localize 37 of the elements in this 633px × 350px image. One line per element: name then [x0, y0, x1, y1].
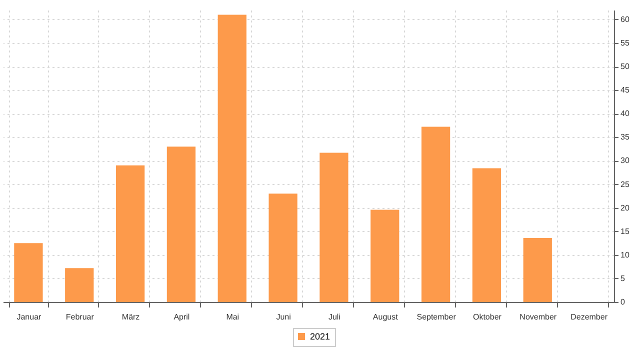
y-tick-label: 45	[620, 86, 630, 95]
bar	[320, 152, 348, 302]
bar	[116, 165, 145, 302]
bar	[421, 126, 450, 302]
y-tick-label: 20	[620, 203, 630, 212]
x-tick-label: Juni	[276, 312, 292, 322]
x-tick-label: Dezember	[570, 312, 608, 322]
x-tick-label: Februar	[66, 312, 94, 322]
legend-label: 2021	[310, 332, 330, 342]
x-tick-label: Januar	[16, 312, 42, 322]
y-tick-label: 50	[620, 62, 630, 72]
y-tick-label: 35	[620, 132, 630, 142]
bar	[218, 14, 246, 302]
y-tick-label: 40	[620, 109, 630, 118]
x-tick-label: Juli	[328, 312, 341, 322]
y-tick-label: 25	[620, 180, 630, 189]
x-tick-label: September	[416, 312, 456, 322]
x-tick-label: August	[372, 312, 399, 322]
x-tick-label: Mai	[226, 312, 240, 322]
y-tick-label: 60	[620, 14, 630, 24]
x-tick-label: Oktober	[472, 312, 502, 322]
y-tick-label: 10	[620, 250, 630, 260]
y-tick-label: 55	[620, 38, 630, 48]
bar	[523, 238, 552, 302]
y-tick-label: 30	[620, 156, 630, 166]
y-tick-label: 0	[620, 298, 626, 306]
x-tick-label: März	[122, 312, 140, 322]
bar	[268, 194, 298, 302]
y-tick-label: 15	[620, 226, 630, 236]
bar	[472, 168, 502, 302]
y-tick-label: 5	[620, 274, 626, 283]
bar	[65, 268, 94, 302]
bar	[166, 146, 196, 302]
bar	[14, 243, 43, 302]
bar	[370, 210, 400, 302]
x-tick-label: April	[174, 312, 190, 322]
x-tick-label: November	[520, 312, 557, 322]
